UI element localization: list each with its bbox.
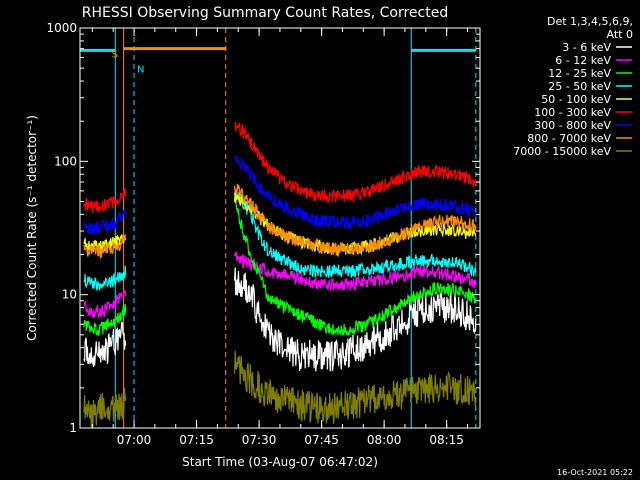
x-tick-label: 07:30 xyxy=(242,433,277,447)
series-line-4 xyxy=(83,265,127,291)
series-line-3 xyxy=(234,195,477,336)
y-tick-label: 1 xyxy=(69,421,77,435)
legend-entry-label: 800 - 7000 keV xyxy=(527,132,611,145)
legend-entry-label: 6 - 12 keV xyxy=(555,54,611,67)
series-line-4 xyxy=(234,190,477,278)
legend-entry-label: 50 - 100 keV xyxy=(541,93,611,106)
x-tick-label: 08:00 xyxy=(367,433,402,447)
series-line-9 xyxy=(83,387,127,429)
x-tick-label: 07:45 xyxy=(304,433,339,447)
x-axis-label: Start Time (03-Aug-07 06:47:02) xyxy=(182,455,378,469)
y-tick-label: 100 xyxy=(54,154,77,168)
legend-header-line-2: Att 0 xyxy=(607,28,633,41)
series-line-1 xyxy=(234,267,477,372)
series-line-3 xyxy=(83,303,127,337)
x-tick-label: 07:15 xyxy=(179,433,214,447)
legend-entry-label: 7000 - 15000 keV xyxy=(513,145,611,158)
y-axis-label: Corrected Count Rate (s⁻¹ detector⁻¹) xyxy=(25,115,39,341)
legend-entry-label: 12 - 25 keV xyxy=(548,67,611,80)
series-line-9 xyxy=(234,350,477,424)
y-axis: 1 10 100 1000 xyxy=(46,21,480,435)
series-line-7 xyxy=(83,208,127,236)
chart-title: RHESSI Observing Summary Count Rates, Co… xyxy=(82,5,448,21)
series-line-8 xyxy=(234,183,477,257)
plot-area: SN xyxy=(80,28,477,429)
legend-entry-label: 100 - 300 keV xyxy=(534,106,611,119)
x-tick-label: 07:00 xyxy=(117,433,152,447)
legend-entry-label: 25 - 50 keV xyxy=(548,80,611,93)
legend-entry-label: 300 - 800 keV xyxy=(534,119,611,132)
series-line-6 xyxy=(234,121,477,203)
x-tick-label: 08:15 xyxy=(429,433,464,447)
footer-timestamp: 16-Oct-2021 05:22 xyxy=(557,468,633,477)
y-tick-label: 1000 xyxy=(46,21,77,35)
series-line-2 xyxy=(83,289,127,319)
series-line-2 xyxy=(234,251,477,291)
series-line-7 xyxy=(234,155,477,230)
series-line-8 xyxy=(83,234,127,260)
y-tick-label: 10 xyxy=(62,288,77,302)
series-line-1 xyxy=(83,321,127,368)
flag-n-label: N xyxy=(137,64,144,75)
series-line-6 xyxy=(83,188,127,214)
x-axis: 07:00 07:15 07:30 07:45 08:00 08:15 xyxy=(91,28,468,447)
legend-entry-label: 3 - 6 keV xyxy=(562,41,611,54)
flag-s-label: S xyxy=(112,50,118,61)
legend-header-line-1: Det 1,3,4,5,6,9, xyxy=(547,15,633,28)
